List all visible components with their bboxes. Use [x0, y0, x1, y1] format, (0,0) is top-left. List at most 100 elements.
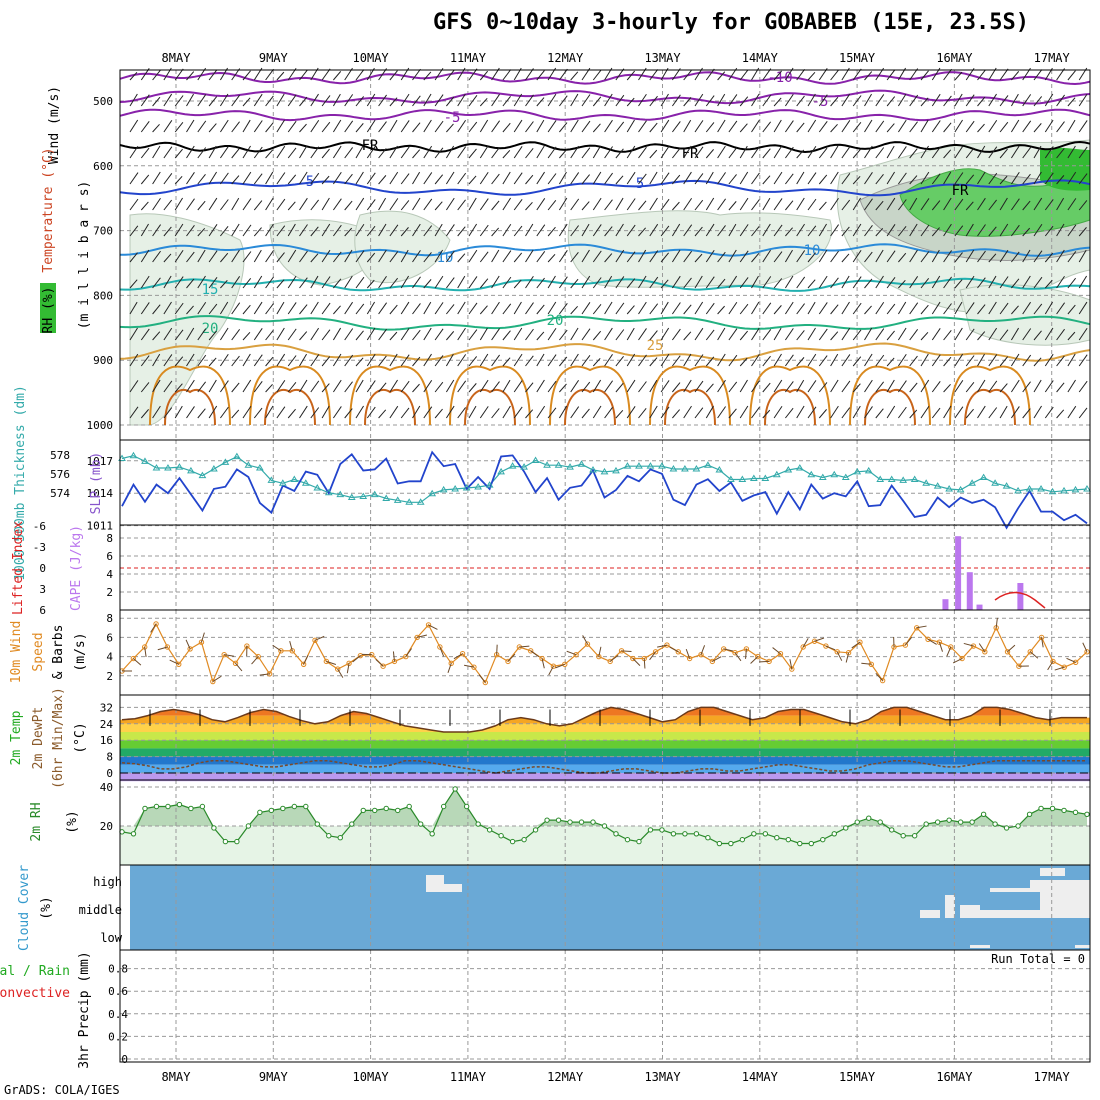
wind-barb [909, 329, 919, 341]
wind-barb [717, 71, 726, 81]
wind-barb [355, 303, 365, 315]
temp-label-group: 2m DewPt [31, 707, 46, 770]
date-label-bottom: 13MAY [644, 1070, 681, 1084]
wind-barb [276, 252, 285, 263]
wind-barb [265, 356, 274, 367]
wind-barb [299, 405, 308, 419]
wind-barb [604, 146, 613, 159]
pressure-axis-label: (m i l l i b a r s) [77, 181, 92, 330]
wind-speed-point [1027, 649, 1033, 655]
rh-point [234, 838, 240, 845]
wind-barb [818, 328, 828, 341]
wind-barb [333, 305, 341, 315]
thickness-point [968, 479, 977, 486]
wind-barb [174, 276, 184, 289]
wind-barb [683, 119, 692, 133]
wind-barb [592, 250, 602, 263]
wind-barb [559, 329, 568, 341]
wind-barb [1044, 327, 1054, 341]
wind-barb [445, 250, 455, 263]
wind-barb [638, 407, 647, 419]
wind-barb [852, 383, 861, 393]
wind-barb [943, 405, 952, 419]
wind-barb [412, 149, 421, 159]
wind-barb [796, 303, 805, 315]
wind-barb [299, 277, 308, 289]
wind-barb [943, 122, 952, 133]
wind-barb [864, 327, 873, 341]
wind-barb [965, 120, 975, 133]
rh-point [980, 811, 987, 817]
wind-barb [1033, 276, 1043, 289]
wind-barb [999, 68, 1009, 81]
wind-barb [491, 408, 500, 419]
rh-point [544, 817, 550, 823]
wind-barb [1067, 224, 1077, 237]
wind-barb [1044, 353, 1054, 367]
wind-barb [977, 171, 986, 185]
wind-barb [683, 277, 692, 289]
wind-barb [672, 409, 681, 419]
wind-barb [694, 253, 703, 263]
rh2m-label-group: 2m RH [29, 802, 44, 841]
wind-barb-10m [789, 659, 793, 670]
wind-barb [276, 279, 285, 289]
rh-point [613, 831, 619, 837]
wind-barb [457, 354, 467, 367]
wind-barb [140, 355, 150, 367]
wind-barb [739, 277, 749, 289]
wind-barb [344, 275, 353, 289]
slp-axis-label: SLP (mb) [89, 452, 104, 515]
wind-barb-10m [1007, 644, 1016, 653]
wind-barb [412, 405, 421, 419]
rh-point [211, 825, 217, 831]
wind-barb [796, 69, 806, 81]
wind-barb [943, 250, 952, 263]
wind-barb [332, 327, 342, 341]
wind-barb [988, 119, 998, 133]
wind-barb [728, 301, 738, 315]
wind-barb [909, 302, 919, 315]
wind-barb [852, 197, 861, 211]
wind-barb [1010, 353, 1020, 367]
wind-barb [242, 331, 251, 341]
wind-barb [875, 381, 885, 393]
wind-barb [389, 97, 398, 107]
rh-point [659, 827, 665, 833]
wind-barb [581, 147, 591, 159]
wind-barb [581, 355, 591, 367]
thickness-point [635, 462, 643, 469]
wind-barb [852, 302, 862, 315]
wind-barb [163, 226, 172, 237]
wind-barb [355, 250, 365, 263]
wind-barb [909, 197, 918, 211]
wind-barb [174, 68, 184, 81]
wind-barb [694, 146, 704, 159]
surface-contour [149, 365, 231, 426]
precip-tick: 0.4 [108, 1008, 128, 1021]
wind-barb [784, 146, 794, 159]
wind-barb [502, 405, 511, 419]
wind-barb [581, 381, 591, 393]
rh-legend-swatch [40, 283, 56, 333]
wind-barb [1078, 275, 1088, 289]
cape-axis-label: CAPE (J/kg) [69, 525, 84, 611]
wind-barb [208, 69, 218, 81]
wind-speed-point [857, 639, 863, 645]
wind-barb [1056, 275, 1065, 289]
wind-barb [299, 379, 308, 393]
wind-barb [898, 199, 907, 211]
wind-barb [1010, 145, 1020, 159]
wind-barb [705, 68, 715, 81]
wind-barb [728, 328, 738, 341]
wind-barb [265, 122, 274, 133]
wind-barb [739, 330, 749, 341]
wind-barb [1044, 225, 1054, 237]
wind-barb [739, 123, 748, 133]
wind-barb [547, 199, 557, 211]
wind-barb [841, 146, 851, 159]
wind-barb [988, 93, 997, 107]
wind-barb [751, 119, 760, 133]
wind-barb [592, 145, 601, 159]
